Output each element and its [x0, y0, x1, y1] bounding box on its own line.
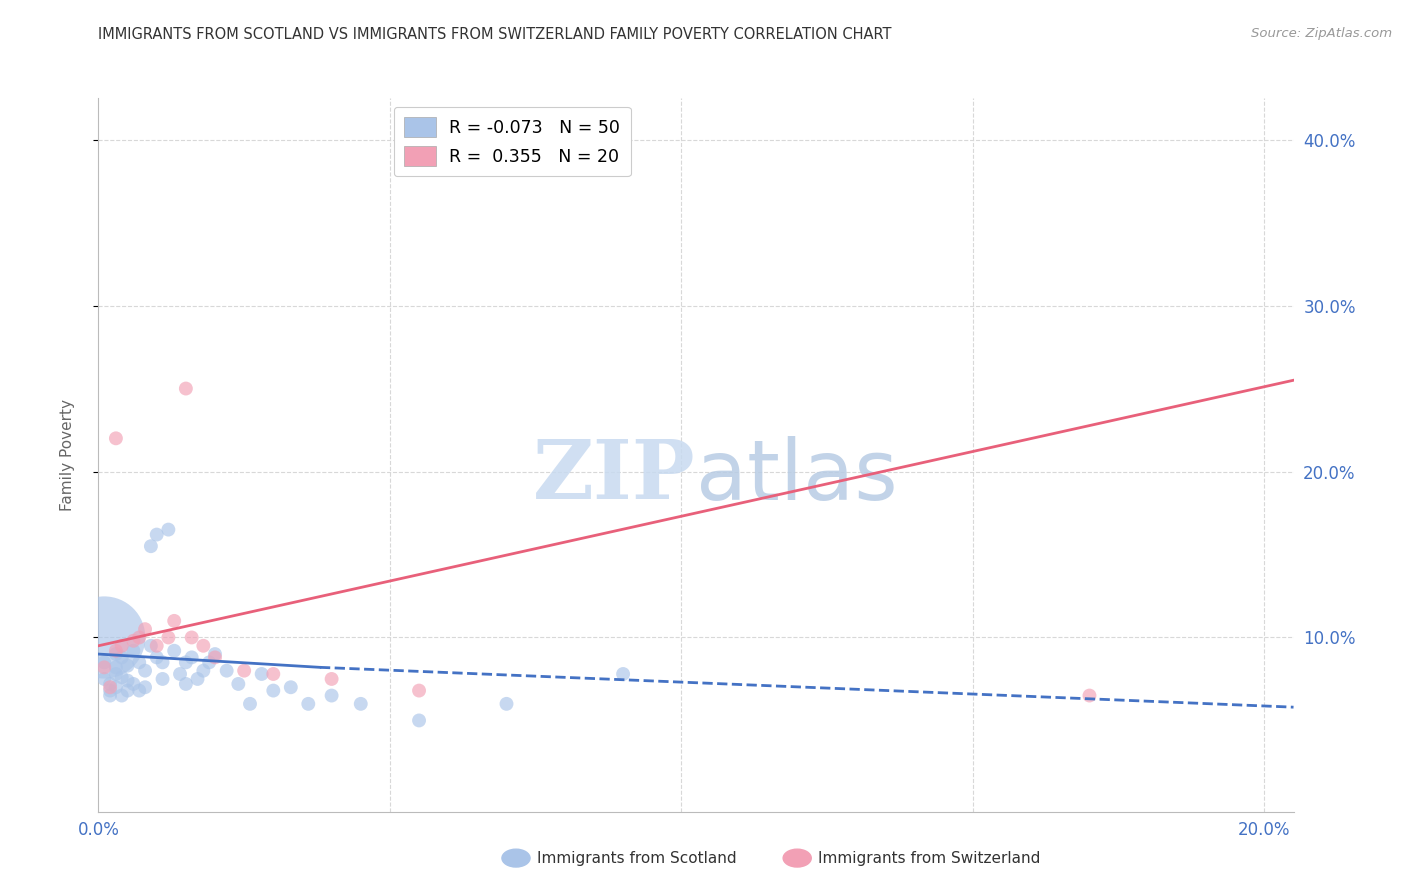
Point: [128, 631, 150, 645]
Text: Source: ZipAtlas.com: Source: ZipAtlas.com: [1251, 27, 1392, 40]
Point: [495, 697, 517, 711]
Point: [111, 670, 134, 684]
Point: [104, 647, 127, 661]
Point: [321, 672, 343, 686]
Point: [98, 689, 121, 703]
Point: [198, 656, 221, 670]
Point: [239, 697, 262, 711]
Point: [169, 667, 191, 681]
Point: [163, 614, 186, 628]
Point: [204, 647, 226, 661]
Point: [139, 539, 162, 553]
Point: [193, 639, 215, 653]
Point: [215, 664, 238, 678]
Point: [98, 683, 121, 698]
Point: [152, 672, 174, 686]
Point: [111, 639, 134, 653]
Point: [612, 667, 634, 681]
Point: [117, 658, 139, 673]
Point: [104, 667, 127, 681]
Point: [280, 680, 302, 694]
Point: [93, 660, 115, 674]
Point: [128, 683, 150, 698]
Point: [111, 650, 134, 665]
Point: [180, 650, 202, 665]
Point: [98, 677, 121, 691]
Text: Immigrants from Switzerland: Immigrants from Switzerland: [818, 851, 1040, 865]
Point: [297, 697, 319, 711]
Point: [117, 673, 139, 688]
Point: [233, 664, 256, 678]
Point: [204, 650, 226, 665]
Point: [145, 650, 167, 665]
Point: [93, 631, 115, 645]
Point: [228, 677, 250, 691]
Text: IMMIGRANTS FROM SCOTLAND VS IMMIGRANTS FROM SWITZERLAND FAMILY POVERTY CORRELATI: IMMIGRANTS FROM SCOTLAND VS IMMIGRANTS F…: [98, 27, 891, 42]
Point: [174, 656, 197, 670]
Point: [262, 683, 284, 698]
Text: ZIP: ZIP: [533, 436, 696, 516]
Point: [321, 689, 343, 703]
Point: [111, 689, 134, 703]
Circle shape: [783, 849, 811, 867]
Point: [139, 639, 162, 653]
Point: [163, 644, 186, 658]
Point: [104, 431, 127, 445]
Point: [134, 622, 156, 636]
Point: [186, 672, 208, 686]
Point: [174, 677, 197, 691]
Point: [128, 656, 150, 670]
Point: [134, 664, 156, 678]
Point: [145, 527, 167, 541]
Point: [93, 672, 115, 686]
Point: [104, 644, 127, 658]
Point: [93, 656, 115, 670]
Point: [250, 667, 273, 681]
Point: [152, 656, 174, 670]
Point: [262, 667, 284, 681]
Point: [180, 631, 202, 645]
Text: Immigrants from Scotland: Immigrants from Scotland: [537, 851, 737, 865]
Point: [174, 382, 197, 396]
Point: [157, 631, 180, 645]
Point: [117, 683, 139, 698]
Point: [1078, 689, 1101, 703]
Circle shape: [502, 849, 530, 867]
Point: [122, 644, 145, 658]
Point: [193, 664, 215, 678]
Point: [157, 523, 180, 537]
Point: [408, 714, 430, 728]
Point: [122, 633, 145, 648]
Text: atlas: atlas: [696, 436, 897, 516]
Point: [145, 639, 167, 653]
Point: [122, 677, 145, 691]
Legend: R = -0.073   N = 50, R =  0.355   N = 20: R = -0.073 N = 50, R = 0.355 N = 20: [394, 107, 631, 177]
Point: [104, 660, 127, 674]
Point: [104, 680, 127, 694]
Point: [408, 683, 430, 698]
Point: [98, 680, 121, 694]
Y-axis label: Family Poverty: Family Poverty: [60, 399, 75, 511]
Point: [350, 697, 373, 711]
Point: [134, 680, 156, 694]
